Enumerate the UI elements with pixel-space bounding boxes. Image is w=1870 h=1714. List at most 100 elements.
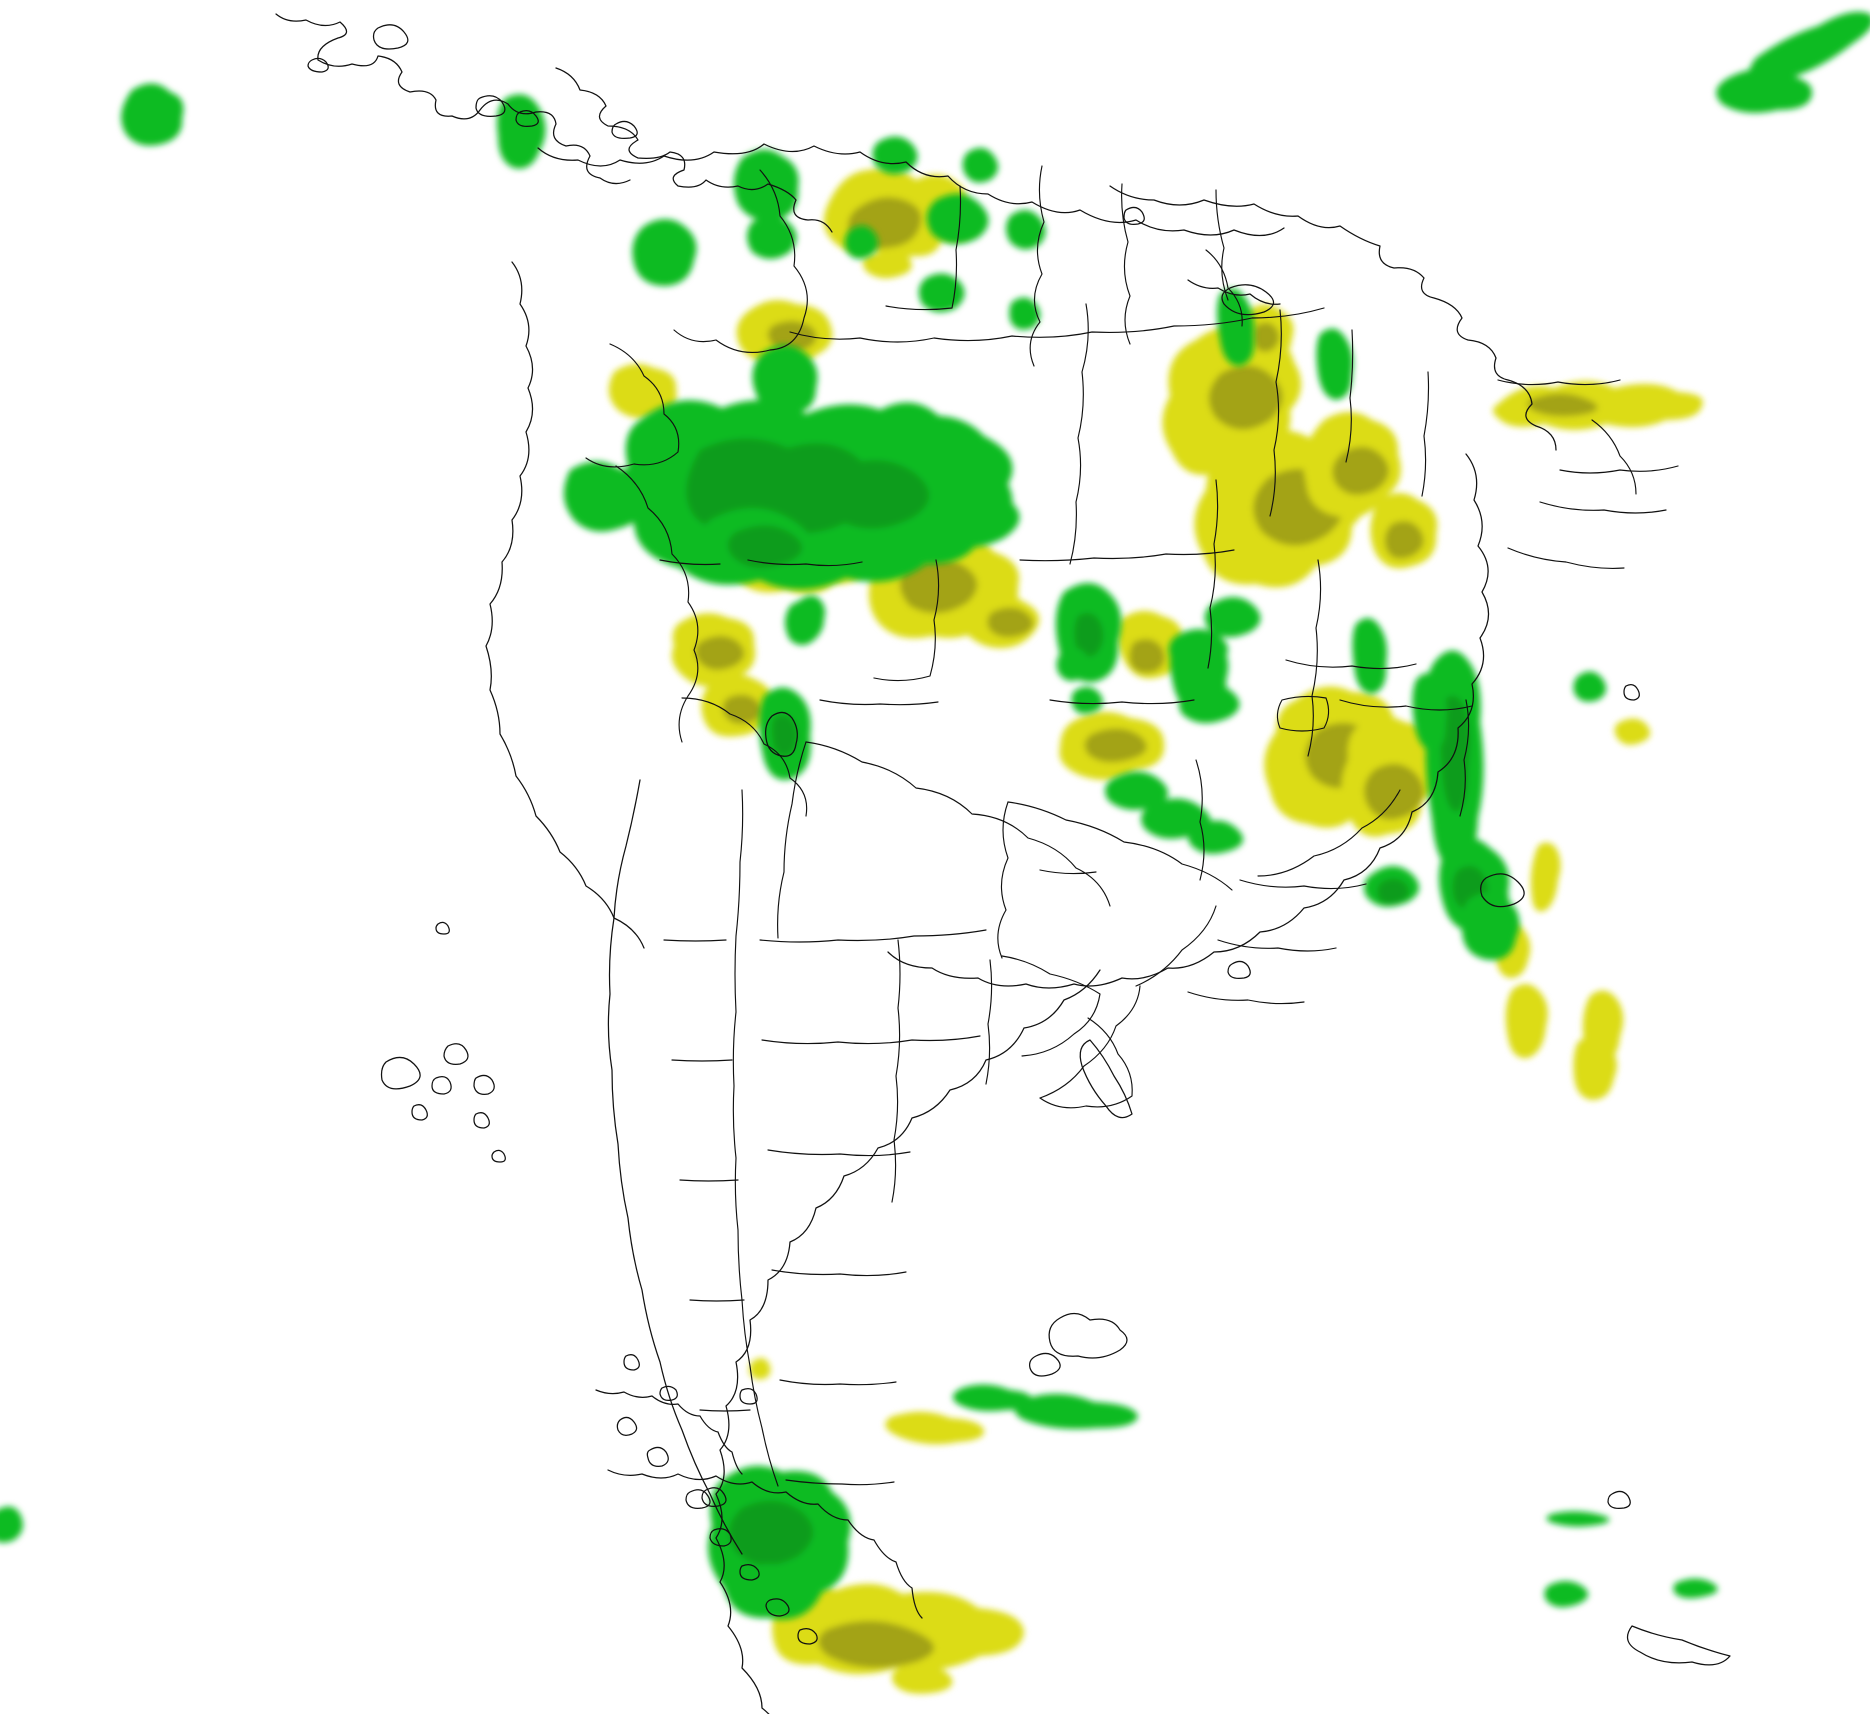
state-boundary-sp-pr [1240,880,1366,889]
province-boundary-chile-2 [672,1060,732,1061]
internal-boundary-paraguay-1 [1040,870,1096,874]
state-boundary-df [1277,696,1328,731]
lake-titicaca [765,711,798,757]
peru-west-coast [485,261,645,949]
caribbean-island-5 [307,57,329,73]
boundary-ecuador-peru [586,344,679,467]
boundary-paraguay-brazil [1008,802,1232,890]
state-boundary-rn-pb [1592,420,1636,494]
province-boundary-arg-vertical-1 [892,940,900,1202]
state-boundary-tocantins-goias [1208,480,1218,668]
galapagos-3 [431,1076,452,1095]
island-rio-janeiro-bay [1480,873,1525,908]
province-boundary-arg-2 [762,1036,980,1044]
brazil-east-coast [887,453,1490,989]
boundary-uruguay-brazil [1040,986,1140,1098]
state-boundary-ceara-rn [1498,380,1620,385]
small-island-2 [1623,684,1640,701]
province-boundary-arg-5 [780,1380,896,1385]
galapagos-5 [411,1104,428,1121]
state-boundary-ms-sp [1196,760,1204,880]
galapagos-4 [473,1074,495,1095]
state-boundary-para-maranhao [1270,310,1281,516]
island-sc-coast [1227,960,1251,979]
galapagos-2 [443,1043,469,1065]
boundary-paraguay-argentina [1002,956,1100,1056]
country-boundary-layer [275,13,1731,1714]
panama-coast [555,67,833,233]
state-boundary-mt-mato-grosso [1020,550,1234,561]
state-boundary-bahia-west [1308,560,1321,756]
state-boundary-amazonas-para [1070,304,1088,564]
caribbean-island-1 [372,24,409,50]
province-boundary-arg-6 [786,1480,894,1485]
boundary-argentina-chile [733,790,778,1486]
caribbean-island-4 [611,120,638,139]
boundary-colombia-venezuela [674,170,807,352]
state-boundary-rondonia [874,560,939,681]
lake-argentina [701,1487,727,1507]
province-boundary-chile-3 [680,1180,738,1181]
state-boundary-mt-ms [1050,700,1194,704]
internal-boundary-bolivia-1 [820,700,938,705]
province-boundary-chile-1 [664,940,726,941]
island-trindade [1607,1490,1631,1509]
caribbean-island-3 [515,110,539,127]
boundary-argentina-uruguay [1040,1018,1132,1108]
province-boundary-arg-1 [760,930,986,942]
boundary-bolivia-chile-arg [778,742,806,938]
chile-west-coast [607,779,743,1555]
province-boundary-chile-5 [700,1410,750,1411]
state-boundary-roraima [886,186,961,310]
state-boundary-bahia-south [1340,700,1472,710]
boundary-bolivia-paraguay [998,802,1008,958]
state-boundary-pe-al [1540,502,1666,513]
north-south-america-coast [537,143,1285,237]
boundary-peru-bolivia [682,698,807,816]
island-south-georgia [1626,1625,1731,1666]
state-boundary-acre [748,560,862,566]
state-boundary-sc-rs [1188,992,1304,1004]
boundary-bolivia-brazil [806,742,1110,906]
state-boundary-pb-pe [1560,466,1678,473]
galapagos-1 [380,1056,421,1090]
province-boundary-chile-4 [690,1300,744,1301]
boundary-guyana-suriname [1122,184,1130,344]
boundary-peru-brazil [616,466,698,742]
lagoa-dos-patos [1079,1039,1133,1119]
province-boundary-arg-3 [768,1150,910,1156]
boundary-venezuela-guyana [1030,166,1044,366]
island-juan-fernandez [491,1149,506,1163]
patagonia-islands-detail [616,1354,818,1645]
patagonia-archipelago [595,1389,743,1475]
state-boundary-pr-sc [1218,940,1336,951]
province-boundary-arg-4 [772,1270,906,1276]
small-island-1 [1123,206,1145,225]
boundary-argentina-brazil [1136,906,1216,986]
state-boundary-maranhao-piaui [1346,330,1353,462]
boundary-brazil-north [790,308,1324,342]
distribution-overlay-layer [0,11,1870,1694]
internal-boundary-peru-1 [660,560,720,565]
amazon-river-mouth [1187,279,1281,305]
province-boundary-arg-vertical-2 [986,960,992,1084]
argentina-east-coast [715,969,1101,1714]
caribbean-island-2 [475,95,506,117]
galapagos-6 [473,1112,490,1129]
tierra-del-fuego [607,1469,923,1619]
andes-lake-chile [739,1388,758,1405]
boundary-suriname-frguiana [1216,190,1228,300]
galapagos-7 [435,921,450,935]
state-boundary-goias-mg [1286,660,1416,669]
marajo-island [1221,284,1275,316]
central-america-coast [275,13,631,185]
state-boundary-es [1460,700,1469,816]
state-boundary-al-se-ba [1508,548,1624,568]
state-boundary-piaui-ceara [1422,372,1429,496]
falkland-islands [1029,1312,1128,1377]
state-boundary-mg-sp-rj [1258,790,1400,876]
guianas-coast [1109,185,1557,451]
